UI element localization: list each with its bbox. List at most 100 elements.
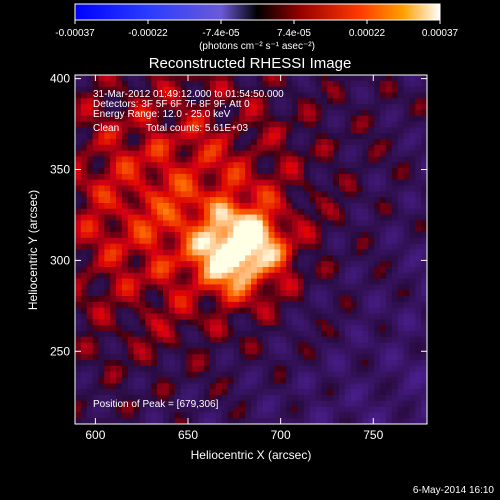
heatmap-cell [409, 290, 416, 297]
heatmap-cell [409, 197, 416, 204]
heatmap-cell [133, 377, 140, 384]
heatmap-cell [303, 191, 311, 198]
heatmap-cell [421, 75, 427, 82]
heatmap-cell [110, 232, 117, 239]
heatmap-cell [274, 98, 281, 105]
heatmap-cell [215, 138, 223, 146]
heatmap-cell [297, 208, 305, 215]
heatmap-cell [104, 290, 111, 297]
heatmap-cell [350, 296, 357, 303]
colorbar-tick-label: 0.00037 [422, 28, 459, 39]
heatmap-cell [98, 383, 105, 390]
heatmap-cell [344, 418, 352, 424]
heatmap-cell [292, 342, 299, 349]
heatmap-cell [80, 377, 88, 384]
heatmap-cell [321, 168, 328, 175]
heatmap-cell [186, 232, 193, 239]
heatmap-cell [321, 272, 328, 279]
heatmap-cell [221, 313, 228, 320]
heatmap-cell [75, 243, 82, 250]
heatmap-cell [180, 383, 187, 390]
heatmap-cell [104, 121, 111, 128]
heatmap-cell [333, 220, 340, 227]
heatmap-cell [157, 214, 164, 221]
heatmap-cell [92, 348, 99, 355]
heatmap-cell [116, 330, 123, 338]
heatmap-cell [157, 86, 164, 93]
heatmap-cell [180, 342, 187, 349]
heatmap-cell [391, 301, 399, 309]
heatmap-cell [409, 266, 416, 274]
heatmap-cell [397, 220, 404, 227]
heatmap-cell [209, 389, 217, 396]
heatmap-cell [227, 92, 234, 99]
heatmap-cell [251, 319, 258, 326]
heatmap-cell [333, 214, 340, 221]
heatmap-cell [209, 127, 217, 134]
heatmap-cell [321, 162, 328, 169]
heatmap-cell [239, 330, 246, 338]
heatmap-cell [344, 237, 352, 245]
heatmap-cell [256, 237, 264, 245]
heatmap-cell [110, 296, 117, 303]
heatmap-cell [180, 354, 187, 361]
heatmap-cell [186, 191, 193, 198]
heatmap-cell [151, 156, 158, 163]
heatmap-cell [110, 144, 117, 152]
heatmap-cell [227, 296, 234, 303]
heatmap-cell [280, 98, 287, 105]
heatmap-cell [180, 168, 187, 175]
heatmap-cell [350, 400, 357, 407]
heatmap-cell [350, 325, 357, 332]
heatmap-cell [204, 197, 211, 204]
heatmap-cell [209, 220, 217, 227]
heatmap-cell [315, 232, 322, 239]
heatmap-cell [303, 406, 311, 413]
heatmap-cell [209, 249, 217, 256]
colorbar-tick-label: -0.00022 [128, 28, 168, 39]
heatmap-cell [315, 86, 322, 93]
heatmap-cell [251, 400, 258, 407]
heatmap-cell [192, 348, 199, 355]
heatmap-cell [385, 115, 393, 122]
heatmap-cell [151, 348, 158, 355]
heatmap-cell [286, 412, 293, 419]
heatmap-cell [92, 86, 99, 93]
heatmap-cell [339, 208, 346, 215]
heatmap-cell [204, 185, 211, 192]
heatmap-cell [339, 202, 346, 210]
heatmap-cell [192, 121, 199, 128]
heatmap-cell [75, 214, 82, 221]
heatmap-cell [391, 226, 399, 233]
heatmap-cell [227, 266, 234, 274]
heatmap-cell [409, 389, 416, 396]
heatmap-cell [315, 360, 322, 367]
heatmap-cell [215, 272, 223, 279]
heatmap-cell [421, 98, 427, 105]
heatmap-cell [80, 266, 88, 274]
heatmap-cell [350, 383, 357, 390]
heatmap-cell [157, 296, 164, 303]
heatmap-cell [209, 336, 217, 343]
heatmap-cell [75, 127, 82, 134]
heatmap-cell [75, 197, 82, 204]
heatmap-cell [168, 162, 176, 169]
heatmap-cell [292, 226, 299, 233]
heatmap-cell [297, 307, 305, 314]
heatmap-cell [163, 202, 170, 210]
heatmap-cell [110, 383, 117, 390]
heatmap-cell [133, 75, 140, 82]
heatmap-cell [245, 127, 252, 134]
heatmap-cell [227, 255, 234, 262]
heatmap-cell [186, 249, 193, 256]
heatmap-cell [198, 173, 205, 181]
heatmap-cell [339, 226, 346, 233]
heatmap-cell [133, 255, 140, 262]
heatmap-cell [239, 313, 246, 320]
heatmap-cell [116, 377, 123, 384]
heatmap-cell [75, 80, 82, 88]
heatmap-cell [80, 400, 88, 407]
heatmap-cell [409, 325, 416, 332]
heatmap-cell [233, 418, 240, 424]
heatmap-cell [174, 104, 181, 111]
